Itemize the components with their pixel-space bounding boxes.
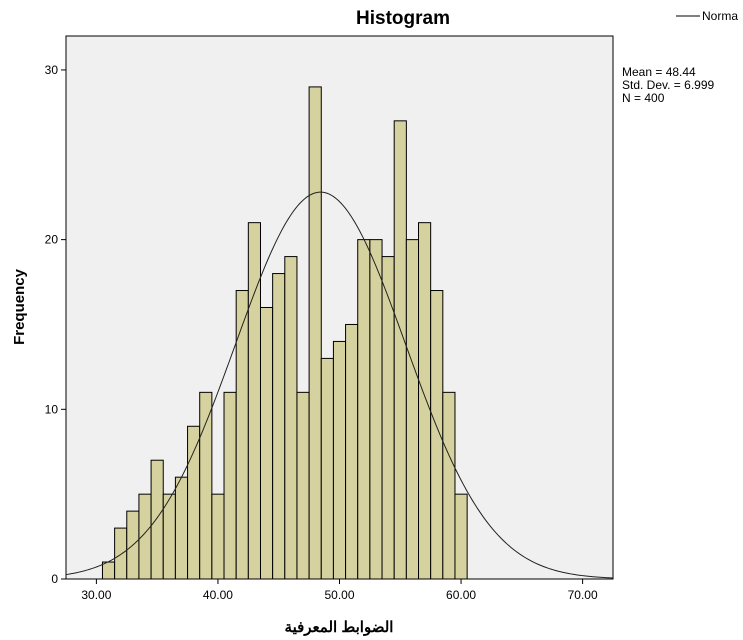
histogram-bar-0 <box>101 561 116 580</box>
histogram-bar-7 <box>187 425 201 580</box>
histogram-bar-21 <box>357 239 371 580</box>
x-axis-label: الضوابط المعرفية <box>285 619 394 636</box>
y-tick-label-1: 10 <box>45 402 59 416</box>
histogram-bar-23 <box>381 256 395 580</box>
histogram-bar-16 <box>296 391 310 580</box>
histogram-bar-11 <box>235 290 249 580</box>
histogram-bar-8 <box>199 391 213 580</box>
x-tick-label-2: 50.00 <box>324 588 354 602</box>
stats-box: Mean = 48.44 Std. Dev. = 6.999 N = 400 <box>622 65 714 105</box>
histogram-bar-13 <box>259 307 274 580</box>
histogram-bar-10 <box>223 391 237 580</box>
stat-mean: Mean = 48.44 <box>622 65 696 79</box>
x-tick-label-0: 30.00 <box>81 588 111 602</box>
legend: Norma <box>676 9 738 23</box>
histogram-bar-9 <box>211 493 225 580</box>
x-tick-label-4: 70.00 <box>568 588 598 602</box>
stat-n: N = 400 <box>622 91 665 105</box>
histogram-bar-28 <box>442 391 456 580</box>
chart-title: Histogram <box>356 8 450 29</box>
y-tick-label-0: 0 <box>51 572 58 586</box>
normal-curve <box>65 191 614 579</box>
x-axis-ticks: 30.00 40.00 50.00 60.00 70.00 <box>81 579 598 602</box>
histogram-bar-6 <box>174 476 189 580</box>
x-tick-label-3: 60.00 <box>446 588 476 602</box>
histogram-bar-12 <box>247 222 261 580</box>
y-tick-label-3: 30 <box>45 63 59 77</box>
histogram-bar-20 <box>345 323 359 580</box>
stat-std-dev: Std. Dev. = 6.999 <box>622 78 714 92</box>
histogram-bar-25 <box>405 239 420 580</box>
x-tick-label-1: 40.00 <box>203 588 233 602</box>
y-tick-label-2: 20 <box>45 233 59 247</box>
histogram-bar-14 <box>272 273 286 580</box>
histogram-bar-18 <box>320 357 334 580</box>
histogram-bar-26 <box>418 222 432 580</box>
legend-label: Norma <box>702 9 738 23</box>
histogram-bar-27 <box>430 290 444 580</box>
y-axis-label: Frequency <box>11 268 28 345</box>
histogram-bar-22 <box>369 239 383 580</box>
bars <box>101 86 468 580</box>
histogram-bar-29 <box>454 493 468 580</box>
histogram-bar-19 <box>332 340 347 580</box>
histogram-bar-1 <box>114 527 128 580</box>
histogram-bar-4 <box>150 459 164 580</box>
y-axis-ticks: 0 10 20 30 <box>45 63 66 586</box>
histogram-bar-24 <box>393 120 407 580</box>
histogram-bar-17 <box>308 86 322 580</box>
histogram-bar-3 <box>138 493 152 580</box>
histogram-bar-15 <box>284 256 298 580</box>
